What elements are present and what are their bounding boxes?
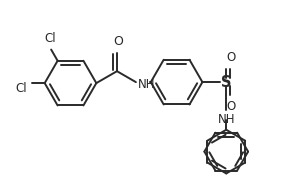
Text: S: S	[221, 75, 231, 90]
Text: Cl: Cl	[44, 32, 56, 45]
Text: O: O	[227, 100, 236, 113]
Text: NH: NH	[217, 113, 235, 126]
Text: Cl: Cl	[15, 82, 27, 95]
Text: O: O	[227, 51, 236, 64]
Text: O: O	[113, 35, 123, 48]
Text: NH: NH	[138, 78, 155, 91]
